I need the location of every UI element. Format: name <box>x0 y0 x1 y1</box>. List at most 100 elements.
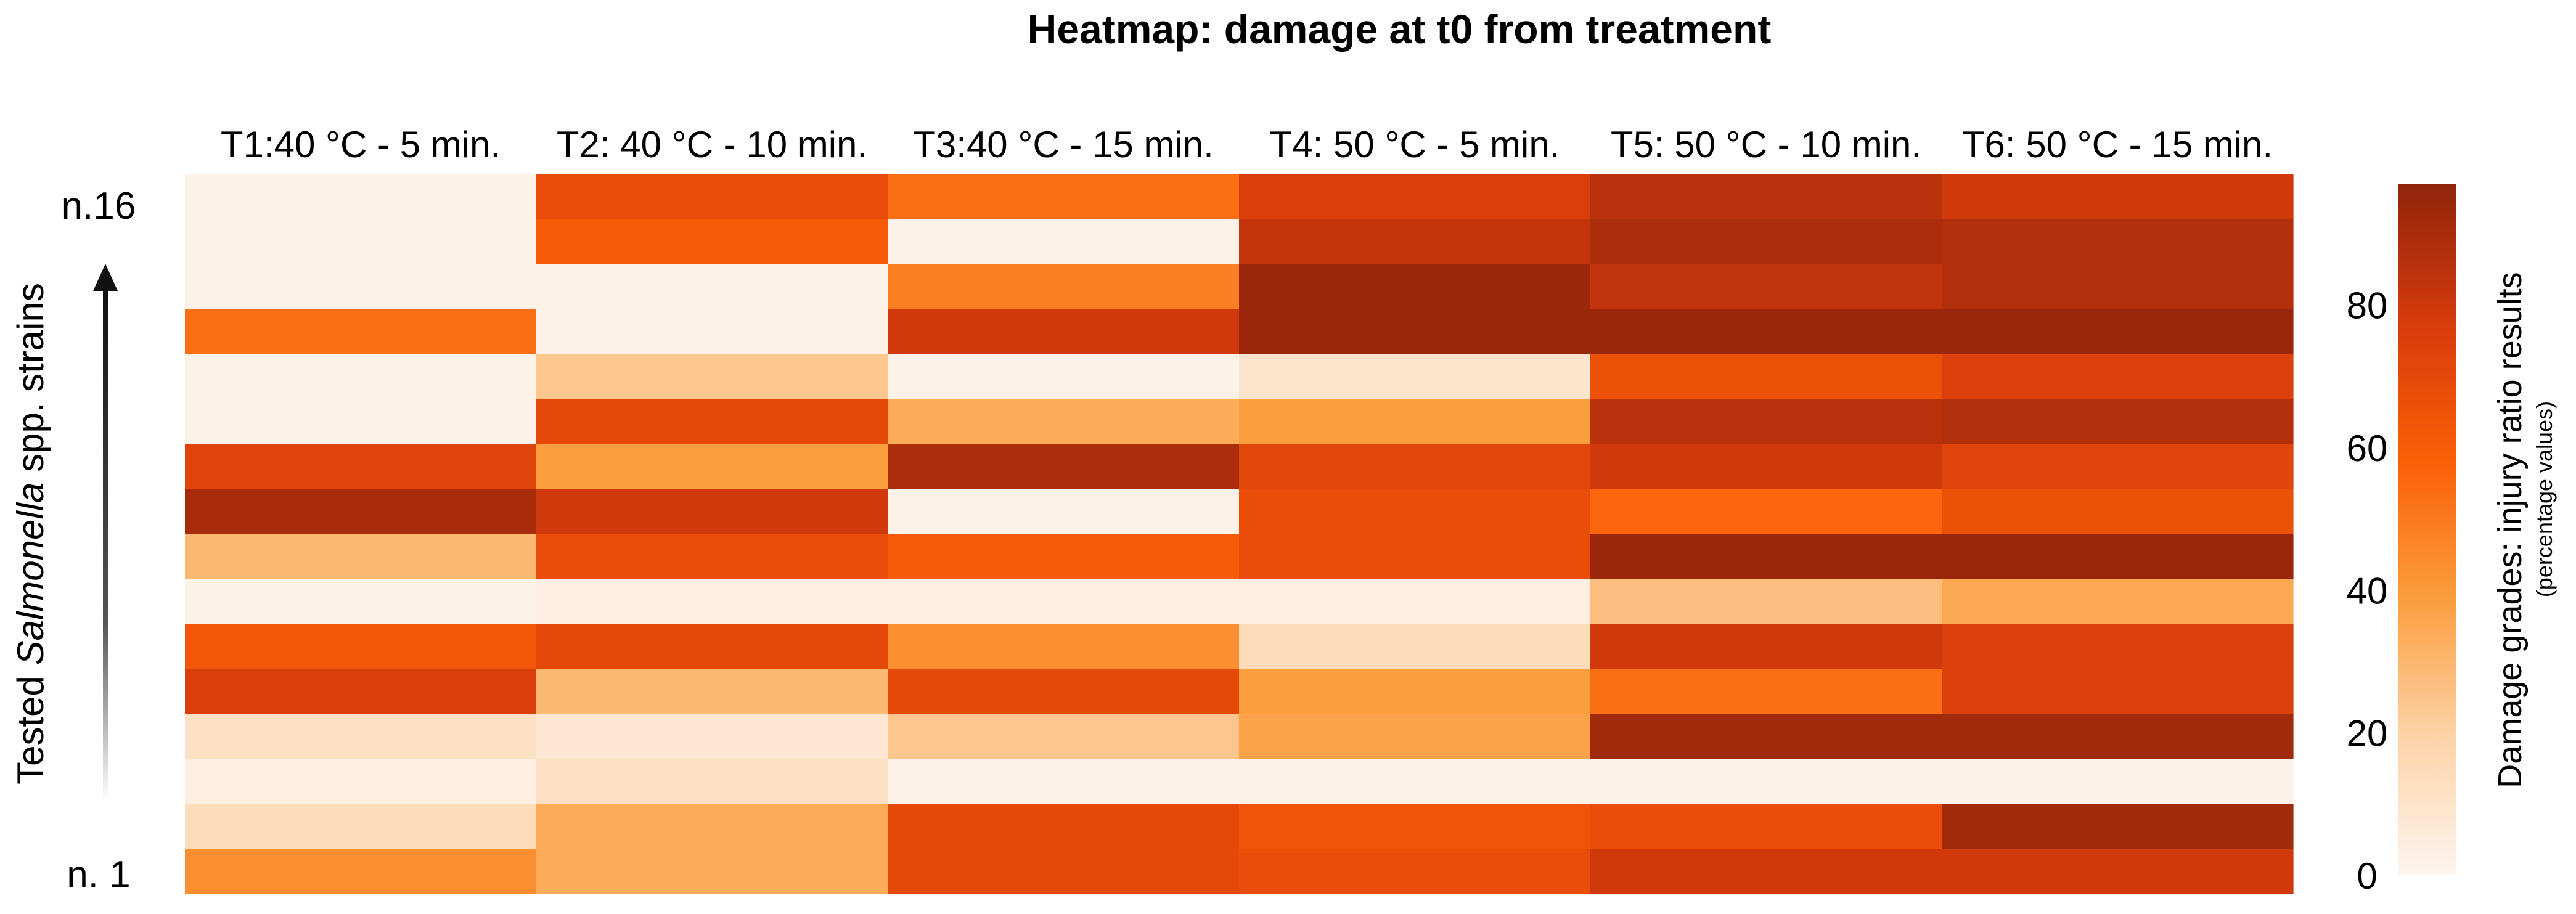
heatmap-cell <box>185 354 537 400</box>
heatmap-cell <box>1590 174 1942 220</box>
heatmap-cell <box>536 354 888 400</box>
heatmap-cell <box>888 669 1240 714</box>
heatmap-cell <box>1239 624 1591 669</box>
heatmap-cell <box>888 759 1240 804</box>
row-top-label: n.16 <box>62 185 136 227</box>
colorbar: 0 20 40 60 80 Damage grades: injury ratio res… <box>2347 184 2557 897</box>
heatmap-cell <box>536 264 888 310</box>
heatmap-cell <box>185 759 537 804</box>
heatmap-cell <box>888 174 1240 220</box>
heatmap-cell <box>1239 759 1591 804</box>
strain-order-arrow <box>93 264 118 801</box>
heatmap-cell <box>185 714 537 759</box>
heatmap-cell <box>1942 489 2294 535</box>
heatmap-cell <box>185 534 537 580</box>
colorbar-sublabel: (percentage values) <box>2532 401 2557 597</box>
heatmap-cells <box>185 174 2294 894</box>
heatmap-cell <box>1590 309 1942 355</box>
heatmap-cell <box>888 714 1240 759</box>
chart-title: Heatmap: damage at t0 from treatment <box>1028 6 1772 52</box>
heatmap-cell <box>536 804 888 849</box>
heatmap-cell <box>1590 444 1942 490</box>
heatmap-cell <box>888 849 1240 894</box>
heatmap-cell <box>1590 669 1942 714</box>
heatmap-cell <box>536 669 888 714</box>
heatmap-cell <box>888 399 1240 445</box>
heatmap-cell <box>536 849 888 894</box>
heatmap-cell <box>185 579 537 624</box>
heatmap-cell <box>536 534 888 580</box>
heatmap-cell <box>1590 399 1942 445</box>
heatmap-cell <box>1590 759 1942 804</box>
row-bottom-label: n. 1 <box>67 854 130 896</box>
heatmap-cell <box>1590 219 1942 265</box>
heatmap-cell <box>888 219 1240 265</box>
heatmap-cell <box>1239 489 1591 535</box>
heatmap-cell <box>536 174 888 220</box>
heatmap-cell <box>888 534 1240 580</box>
heatmap-cell <box>536 759 888 804</box>
y-label-suffix: spp. strains <box>10 283 51 482</box>
heatmap-cell <box>1942 669 2294 714</box>
heatmap-cell <box>1239 804 1591 849</box>
heatmap-cell <box>185 489 537 535</box>
column-label: T1:40 °C - 5 min. <box>221 124 501 165</box>
heatmap-cell <box>1942 624 2294 669</box>
heatmap-cell <box>1239 174 1591 220</box>
column-label: T3:40 °C - 15 min. <box>913 124 1214 165</box>
heatmap-cell <box>1239 219 1591 265</box>
y-label-genus: Salmonella <box>10 483 51 666</box>
heatmap-cell <box>1942 714 2294 759</box>
colorbar-tick-label: 20 <box>2347 713 2388 754</box>
heatmap-cell <box>888 264 1240 310</box>
heatmap-cell <box>1239 309 1591 355</box>
heatmap-cell <box>1590 804 1942 849</box>
colorbar-tick-label: 80 <box>2347 285 2388 327</box>
heatmap-cell <box>888 579 1240 624</box>
heatmap-cell <box>185 849 537 894</box>
heatmap-cell <box>1942 399 2294 445</box>
column-label: T4: 50 °C - 5 min. <box>1270 124 1560 165</box>
heatmap-cell <box>1239 669 1591 714</box>
heatmap-cell <box>185 174 537 220</box>
column-label: T6: 50 °C - 15 min. <box>1962 124 2273 165</box>
heatmap-cell <box>185 399 537 445</box>
heatmap-cell <box>185 624 537 669</box>
heatmap-cell <box>1239 444 1591 490</box>
heatmap-cell <box>1942 804 2294 849</box>
column-labels: T1:40 °C - 5 min. T2: 40 °C - 10 min. T3:4… <box>221 124 2273 165</box>
heatmap-cell <box>1942 174 2294 220</box>
heatmap-cell <box>536 444 888 490</box>
column-label: T5: 50 °C - 10 min. <box>1611 124 1921 165</box>
heatmap-cell <box>1942 849 2294 894</box>
colorbar-tick-label: 0 <box>2357 855 2377 897</box>
heatmap-cell <box>185 264 537 310</box>
arrow-shaft <box>103 290 108 801</box>
heatmap-cell <box>1590 264 1942 310</box>
y-axis-label: Tested Salmonella spp. strains <box>10 283 51 785</box>
heatmap-cell <box>1590 624 1942 669</box>
heatmap-cell <box>1942 354 2294 400</box>
heatmap-cell <box>1239 534 1591 580</box>
heatmap-cell <box>1942 264 2294 310</box>
heatmap-cell <box>536 219 888 265</box>
heatmap-cell <box>1239 849 1591 894</box>
colorbar-label: Damage grades: injury ratio results <box>2492 272 2529 788</box>
heatmap-cell <box>1590 849 1942 894</box>
heatmap-cell <box>1942 444 2294 490</box>
heatmap-cell <box>185 669 537 714</box>
heatmap-cell <box>1590 579 1942 624</box>
heatmap-cell <box>185 444 537 490</box>
heatmap-cell <box>1239 714 1591 759</box>
heatmap-cell <box>1590 489 1942 535</box>
heatmap-cell <box>1239 579 1591 624</box>
heatmap-cell <box>888 624 1240 669</box>
heatmap-cell <box>536 579 888 624</box>
heatmap-cell <box>1590 714 1942 759</box>
colorbar-gradient <box>2398 184 2456 875</box>
heatmap-cell <box>185 309 537 355</box>
heatmap-cell <box>536 714 888 759</box>
heatmap-cell <box>888 444 1240 490</box>
heatmap-cell <box>185 219 537 265</box>
